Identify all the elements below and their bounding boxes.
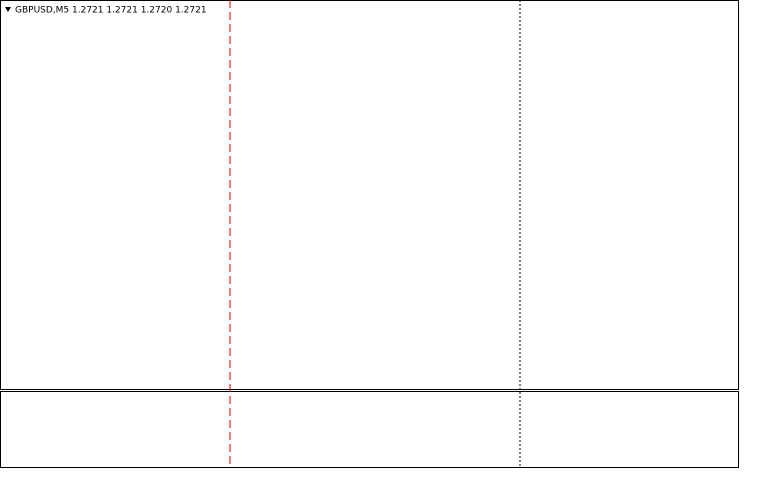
chart-header: GBPUSD,M5 1.2721 1.2721 1.2720 1.2721 — [15, 6, 207, 16]
header-arrow — [5, 7, 11, 12]
macd-panel-frame — [0, 391, 739, 468]
price-panel-frame — [0, 0, 739, 390]
